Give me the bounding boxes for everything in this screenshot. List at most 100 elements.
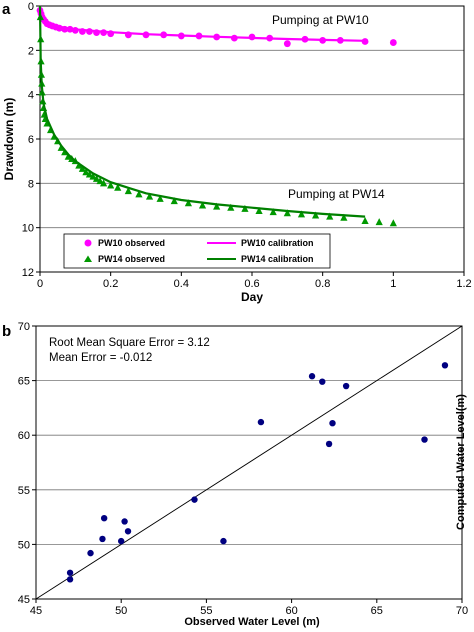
- pw14-observed-point: [227, 203, 235, 211]
- rmse-text: Root Mean Square Error = 3.12: [49, 337, 210, 349]
- panel-a-gridlines: [40, 49, 464, 229]
- scatter-point: [257, 418, 265, 426]
- legend-pw10-calibration-label: PW10 calibration: [241, 238, 314, 248]
- scatter-point: [421, 436, 428, 443]
- pw14-observed-point: [375, 218, 383, 226]
- panel-a-y-axis-title: Drawdown (m): [2, 98, 16, 181]
- pw14-observed-point: [96, 177, 104, 185]
- pw14-observed-point: [297, 210, 306, 218]
- y-tick-label: 0: [28, 1, 34, 13]
- panel-b-x-ticks: 45 50 55 60 65 70: [30, 599, 468, 617]
- scatter-point: [124, 528, 132, 535]
- x-tick-label: 65: [371, 605, 383, 617]
- pw14-observed-point: [114, 183, 122, 191]
- x-tick-label: 60: [285, 605, 297, 617]
- pw14-observed-point: [340, 213, 348, 221]
- y-tick-label: 45: [18, 594, 30, 606]
- pw14-observed-point: [100, 179, 108, 187]
- pw14-observed-point: [135, 190, 143, 198]
- legend-pw14-observed-label: PW14 observed: [98, 254, 165, 264]
- x-tick-label: 0.4: [174, 278, 189, 290]
- pw14-calibration-line: [38, 5, 366, 218]
- pw14-observed-point: [170, 197, 178, 205]
- pw14-observed-point: [361, 217, 369, 225]
- y-tick-label: 65: [18, 376, 30, 388]
- scatter-point: [100, 514, 108, 522]
- pw14-observed-point: [92, 174, 101, 182]
- pw14-observed-point: [326, 212, 334, 220]
- pw14-annotation: Pumping at PW14: [288, 187, 385, 201]
- pw14-observed-point: [85, 170, 94, 178]
- x-tick-label: 1: [390, 278, 396, 290]
- pw14-observed-point: [283, 209, 291, 217]
- x-tick-label: 0.2: [103, 278, 118, 290]
- panel-b: b 45 50 55 60 65 70 45 50 55 60 65 70 Root Mean Sq…: [2, 321, 468, 628]
- x-tick-label: 0.6: [244, 278, 259, 290]
- legend-pw10-observed-marker: [84, 239, 92, 247]
- y-tick-label: 4: [28, 90, 34, 102]
- panel-b-gridlines: [36, 380, 462, 545]
- legend-pw14-calibration-label: PW14 calibration: [241, 254, 314, 264]
- x-tick-label: 50: [115, 605, 127, 617]
- legend-box: [63, 233, 331, 269]
- scatter-point: [191, 496, 198, 503]
- panel-a-legend: PW10 observed PW10 calibration PW14 obse…: [63, 233, 331, 269]
- pw14-observed-point: [269, 208, 277, 216]
- mean-error-text: Mean Error = -0.012: [49, 352, 152, 364]
- scatter-point: [441, 362, 449, 369]
- panel-a-label: a: [2, 1, 11, 18]
- y-tick-label: 6: [28, 134, 34, 146]
- y-tick-label: 60: [18, 430, 30, 442]
- scatter-point: [99, 535, 106, 543]
- pw14-observed-point: [124, 187, 132, 195]
- pw14-observed-point: [255, 207, 263, 215]
- pw14-observed-point: [198, 201, 207, 209]
- pw10-observed-point: [389, 39, 397, 46]
- pw14-observed-point: [107, 181, 115, 189]
- pw14-observed-point: [312, 211, 320, 219]
- pw14-observed-point: [184, 199, 192, 207]
- x-tick-label: 45: [30, 605, 42, 617]
- panel-a: a 0 0.2 0.4 0.6 0.8 1 1.2 0 2 4 6 8 10 12 Pumping at…: [2, 1, 472, 304]
- y-tick-label: 55: [18, 485, 30, 497]
- x-tick-label: 1.2: [456, 278, 471, 290]
- panel-b-x-axis-title: Observed Water Level (m): [184, 616, 320, 628]
- panel-a-series: [36, 5, 397, 227]
- x-tick-label: 55: [200, 605, 212, 617]
- y-tick-label: 10: [22, 223, 34, 235]
- x-tick-label: 0.8: [315, 278, 330, 290]
- panel-b-label: b: [2, 323, 11, 340]
- pw14-observed-point: [82, 168, 90, 176]
- y-tick-label: 12: [22, 267, 34, 279]
- panel-b-y-ticks: 45 50 55 60 65 70: [18, 321, 36, 606]
- x-tick-label: 70: [456, 605, 468, 617]
- scatter-point: [118, 537, 125, 545]
- pw14-observed-point: [389, 219, 397, 227]
- x-tick-label: 0: [37, 278, 43, 290]
- panel-a-x-ticks: 0 0.2 0.4 0.6 0.8 1 1.2: [37, 272, 472, 290]
- y-tick-label: 8: [28, 178, 34, 190]
- pw14-observed-point: [241, 204, 249, 212]
- scatter-point: [319, 378, 326, 385]
- scatter-point: [121, 518, 128, 525]
- panel-a-y-ticks: 0 2 4 6 8 10 12: [22, 1, 40, 279]
- scatter-point: [87, 549, 94, 557]
- pw14-observed-point: [156, 194, 164, 202]
- pw14-observed-point: [64, 152, 72, 160]
- scatter-point: [308, 373, 316, 380]
- scatter-point: [66, 576, 74, 583]
- y-tick-label: 2: [28, 45, 34, 57]
- pw14-observed-point: [213, 202, 221, 210]
- scatter-point: [220, 537, 227, 545]
- one-to-one-reference-line: [35, 325, 463, 600]
- scatter-point: [342, 382, 350, 390]
- pw10-observed-point: [283, 40, 291, 48]
- y-tick-label: 50: [18, 539, 30, 551]
- legend-pw14-observed-marker: [84, 255, 92, 262]
- pw10-annotation: Pumping at PW10: [272, 13, 369, 27]
- scatter-point: [325, 440, 333, 448]
- panel-a-x-axis-title: Day: [241, 290, 263, 304]
- pw14-observed-point: [145, 192, 154, 200]
- scatter-point: [66, 569, 74, 576]
